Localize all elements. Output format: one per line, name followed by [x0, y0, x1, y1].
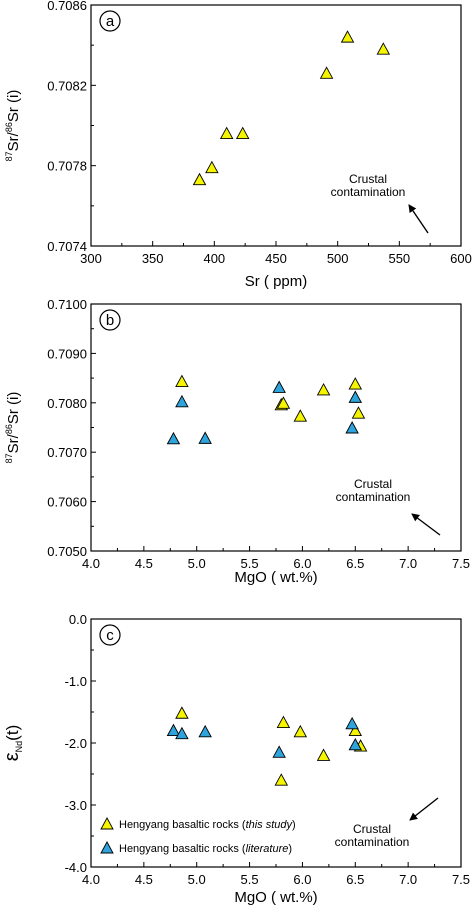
data-point-literature	[175, 726, 189, 740]
data-point-literature	[272, 745, 286, 758]
y-axis-title: εNd(t)	[1, 725, 24, 761]
y-tick-label: 0.7080	[47, 396, 87, 411]
data-point-this-study	[175, 706, 189, 719]
x-tick-label: 4.0	[82, 556, 100, 571]
panel-label-circle	[99, 624, 121, 646]
data-point-this-study	[192, 172, 207, 186]
annotation-text: Crustal contamination	[336, 477, 411, 504]
panel-label-circle	[99, 10, 121, 32]
data-point-literature	[166, 431, 181, 445]
x-tick-label: 5.5	[241, 872, 259, 887]
x-axis-title: MgO ( wt.%)	[234, 889, 317, 906]
annotation-arrow	[409, 797, 439, 821]
annotation-arrow	[411, 513, 441, 536]
x-tick-label: 7.0	[399, 556, 417, 571]
x-tick-label: 300	[80, 251, 102, 266]
y-tick-label: 0.7050	[47, 544, 87, 559]
data-point-this-study	[319, 66, 334, 79]
data-point-this-study	[276, 396, 291, 409]
x-tick-label: 600	[450, 251, 472, 266]
data-point-this-study	[340, 30, 355, 43]
y-tick-label: -1.0	[65, 674, 87, 689]
y-tick-label: 0.7082	[47, 78, 87, 93]
data-point-literature	[345, 421, 359, 434]
data-point-this-study	[235, 126, 250, 139]
x-axis-title: Sr ( ppm)	[245, 273, 308, 290]
chart-panel-a: 300 350 400 450 500 550 600 0.7074 0.7078 0.7082 0…	[4, 0, 472, 290]
x-tick-label: 4.5	[135, 872, 153, 887]
x-tick-label: 5.5	[241, 556, 259, 571]
x-tick-label: 400	[203, 251, 225, 266]
data-point-literature	[272, 380, 286, 393]
x-tick-label: 6.0	[293, 872, 311, 887]
x-tick-label: 6.5	[346, 556, 364, 571]
x-tick-label: 7.5	[452, 872, 470, 887]
y-tick-label: -2.0	[65, 736, 87, 751]
data-point-this-study	[293, 409, 308, 422]
data-point-this-study	[316, 383, 331, 396]
data-point-this-study	[376, 42, 391, 55]
x-tick-label: 350	[142, 251, 164, 266]
legend-label-this-study: Hengyang basaltic rocks (this study)	[119, 819, 296, 831]
data-point-literature	[166, 723, 181, 737]
data-point-literature	[198, 724, 212, 738]
x-tick-label: 5.0	[188, 872, 206, 887]
data-point-literature	[198, 431, 212, 444]
annotation-text: Crustal contamination	[335, 822, 410, 849]
panel-label-circle	[99, 309, 121, 331]
data-point-this-study	[205, 160, 219, 174]
data-point-this-study	[351, 406, 366, 419]
data-point-literature	[348, 737, 363, 751]
y-tick-label: 0.7100	[47, 297, 87, 312]
data-point-this-study	[316, 748, 331, 761]
y-tick-label: 0.7078	[47, 159, 87, 174]
x-tick-label: 550	[388, 251, 410, 266]
annotation-text: Crustal contamination	[331, 172, 406, 199]
panel-label: b	[106, 312, 114, 329]
legend-label-literature: Hengyang basaltic rocks (literature)	[119, 843, 292, 855]
data-point-this-study	[276, 715, 291, 728]
x-tick-label: 6.0	[293, 556, 311, 571]
legend-marker-literature	[100, 841, 114, 854]
data-point-literature	[348, 390, 363, 403]
y-tick-label: 0.7074	[47, 239, 87, 254]
x-tick-label: 7.0	[399, 872, 417, 887]
data-point-literature	[345, 716, 359, 730]
x-tick-label: 4.5	[135, 556, 153, 571]
chart-panel-c: 4.0 4.5 5.0 5.5 6.0 6.5 7.0 7.5 -4.0 -3.0 -2.0 -1.0…	[1, 612, 470, 906]
data-point-this-study	[293, 724, 308, 738]
y-tick-label: 0.7090	[47, 346, 87, 361]
legend-marker-this-study	[100, 817, 114, 830]
x-tick-label: 500	[327, 251, 349, 266]
annotation-arrow	[408, 204, 429, 234]
plot-frame	[90, 303, 462, 552]
x-axis-title: MgO ( wt.%)	[234, 569, 317, 586]
y-axis-title: 87Sr/86Sr (i)	[4, 392, 22, 464]
data-point-this-study	[348, 723, 363, 737]
chart-panel-b: 4.0 4.5 5.0 5.5 6.0 6.5 7.0 7.5 0.7050 0.7060 0.70…	[4, 297, 470, 586]
data-point-this-study	[175, 374, 189, 388]
panel-label: c	[106, 627, 114, 644]
y-axis-title: 87Sr/86Sr (i)	[4, 90, 22, 162]
x-tick-label: 450	[265, 251, 287, 266]
y-tick-label: 0.7086	[47, 0, 87, 13]
data-point-literature	[175, 394, 189, 408]
panel-label: a	[106, 13, 115, 30]
y-tick-label: 0.7070	[47, 445, 87, 460]
data-point-this-study	[274, 773, 289, 786]
x-tick-label: 7.5	[452, 556, 470, 571]
data-point-this-study	[219, 126, 234, 139]
x-tick-label: 4.0	[82, 872, 100, 887]
plot-frame	[90, 4, 462, 247]
data-point-this-study	[348, 377, 363, 390]
x-tick-label: 5.0	[188, 556, 206, 571]
y-tick-label: 0.0	[69, 612, 87, 627]
x-tick-label: 6.5	[346, 872, 364, 887]
y-tick-label: 0.7060	[47, 495, 87, 510]
y-tick-label: -3.0	[65, 798, 87, 813]
y-tick-label: -4.0	[65, 860, 87, 875]
